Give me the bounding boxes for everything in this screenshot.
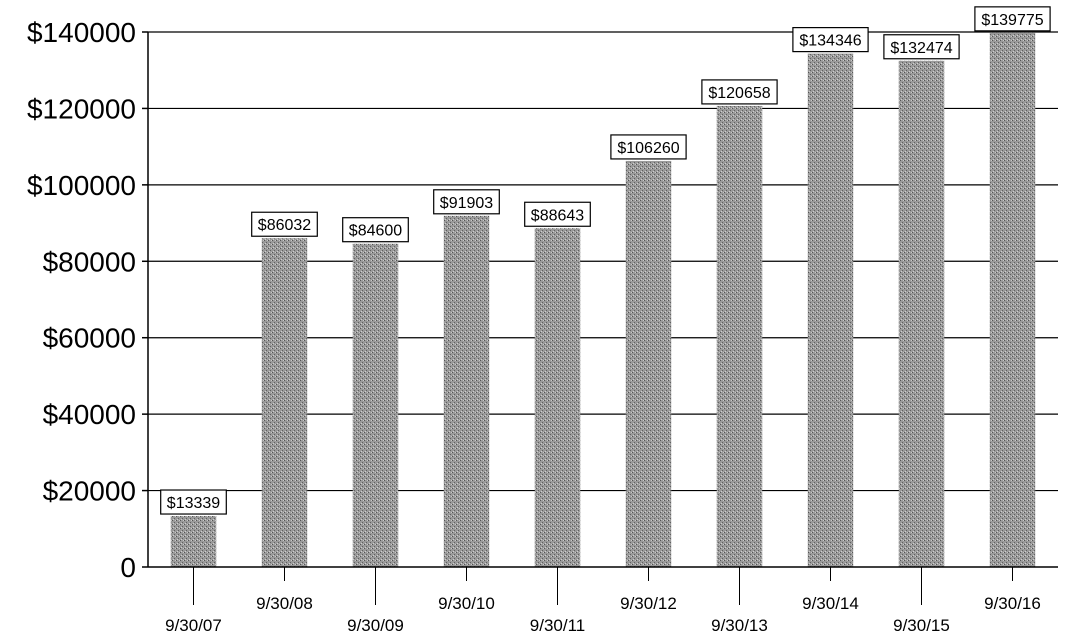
data-label-text: $91903 <box>440 195 493 212</box>
data-label: $84600 <box>342 217 409 243</box>
x-tick-label: 9/30/13 <box>711 616 768 635</box>
data-label: $132474 <box>883 34 960 60</box>
bar <box>989 32 1036 568</box>
y-tick-label: $60000 <box>43 323 136 354</box>
bar <box>807 53 854 567</box>
bar <box>625 160 672 567</box>
data-label-box <box>974 6 1051 32</box>
data-label: $120658 <box>701 79 778 105</box>
bar <box>352 243 399 567</box>
data-label: $88643 <box>524 201 591 227</box>
bar <box>261 238 308 567</box>
x-tick-label: 9/30/10 <box>438 594 495 613</box>
x-tick-label: 9/30/11 <box>530 616 585 635</box>
bar <box>716 105 763 568</box>
data-label-box <box>251 211 318 237</box>
data-label-box <box>524 201 591 227</box>
bar <box>534 228 581 567</box>
data-label-box <box>883 34 960 60</box>
data-label-box <box>701 79 778 105</box>
data-label-box <box>342 217 409 243</box>
x-tick-labels: 9/30/07 9/30/08 9/30/09 9/30/10 9/30/11 9/30/… <box>165 594 1041 635</box>
x-tick-label: 9/30/16 <box>984 594 1041 613</box>
x-tick-label: 9/30/12 <box>620 594 677 613</box>
data-label-box <box>433 189 500 215</box>
x-tick-label: 9/30/08 <box>256 594 313 613</box>
bar <box>898 60 945 567</box>
data-label: $91903 <box>433 189 500 215</box>
data-label: $106260 <box>610 134 687 160</box>
x-tick-label: 9/30/09 <box>347 616 404 635</box>
axes <box>142 31 1058 605</box>
data-label-text: $139775 <box>981 12 1043 29</box>
y-tick-label: $100000 <box>27 170 136 201</box>
data-labels: $13339 $86032 $84600 $91903 $88643 $106260 $12… <box>160 6 1051 515</box>
data-label-text: $13339 <box>167 495 220 512</box>
bars <box>170 32 1036 568</box>
data-label: $86032 <box>251 211 318 237</box>
data-label-box <box>792 27 869 53</box>
x-tick-label: 9/30/07 <box>165 616 222 635</box>
data-label-box <box>160 489 227 515</box>
data-label: $13339 <box>160 489 227 515</box>
y-tick-label: $80000 <box>43 246 136 277</box>
data-label-text: $86032 <box>258 217 311 234</box>
y-tick-label: $140000 <box>27 17 136 48</box>
data-label-text: $84600 <box>349 223 402 240</box>
data-label-text: $106260 <box>617 140 679 157</box>
y-tick-label: $40000 <box>43 399 136 430</box>
y-tick-labels: 0 $20000 $40000 $60000 $80000 $100000 $120000 $… <box>27 17 136 583</box>
data-label: $139775 <box>974 6 1051 32</box>
data-label-text: $120658 <box>708 85 770 102</box>
x-tick-label: 9/30/14 <box>802 594 859 613</box>
bar <box>170 516 217 567</box>
y-tick-label: $120000 <box>27 93 136 124</box>
data-label: $134346 <box>792 27 869 53</box>
x-tick-label: 9/30/15 <box>893 616 950 635</box>
data-label-text: $88643 <box>531 207 584 224</box>
y-tick-label: 0 <box>120 552 136 583</box>
y-tick-label: $20000 <box>43 476 136 507</box>
data-label-text: $132474 <box>890 40 952 57</box>
data-label-box <box>610 134 687 160</box>
bar <box>443 215 490 567</box>
data-label-text: $134346 <box>799 33 861 50</box>
